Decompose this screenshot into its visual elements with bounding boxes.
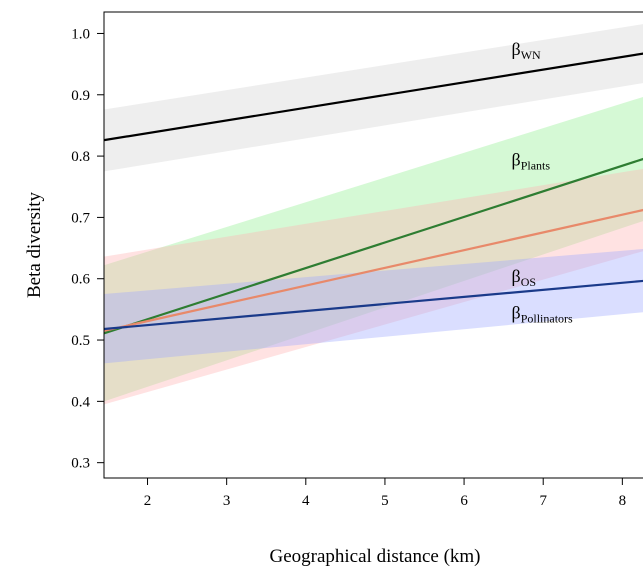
y-tick-label: 0.8 (71, 149, 90, 165)
x-tick-label: 2 (144, 493, 152, 509)
band-os (104, 168, 643, 405)
x-axis: 2 3 4 5 6 7 8 (144, 478, 626, 509)
y-axis: 0.3 0.4 0.5 0.6 0.7 0.8 0.9 1.0 (71, 26, 104, 472)
line-pollinators (104, 279, 643, 331)
band-pollinators (104, 248, 643, 364)
x-tick-label: 6 (460, 493, 468, 509)
line-plants (104, 157, 643, 335)
x-tick-label: 3 (223, 493, 231, 509)
regression-lines (104, 52, 643, 335)
line-os (104, 208, 643, 332)
y-tick-label: 1.0 (71, 26, 90, 42)
y-tick-label: 0.6 (71, 272, 90, 288)
series-label-os: βOS (512, 266, 537, 289)
x-tick-label: 7 (539, 493, 547, 509)
y-tick-label: 0.4 (71, 394, 90, 410)
series-label-plants: βPlants (512, 149, 551, 172)
x-tick-label: 4 (302, 493, 310, 509)
x-tick-label: 5 (381, 493, 389, 509)
y-tick-label: 0.5 (71, 333, 90, 349)
y-tick-label: 0.9 (71, 88, 90, 104)
line-wn (104, 52, 643, 142)
series-label-wn: βWN (512, 39, 541, 62)
series-label-pollinators: βPollinators (512, 303, 574, 326)
confidence-bands (104, 24, 643, 405)
y-axis-title: Beta diversity (24, 191, 45, 298)
series-labels: βWN βPlants βOS βPollinators (512, 39, 574, 326)
y-tick-label: 0.3 (71, 456, 90, 472)
plot-frame (103, 11, 643, 479)
y-tick-label: 0.7 (71, 210, 90, 226)
x-axis-title: Geographical distance (km) (269, 546, 480, 567)
x-tick-label: 8 (619, 493, 627, 509)
band-plants (104, 96, 643, 402)
